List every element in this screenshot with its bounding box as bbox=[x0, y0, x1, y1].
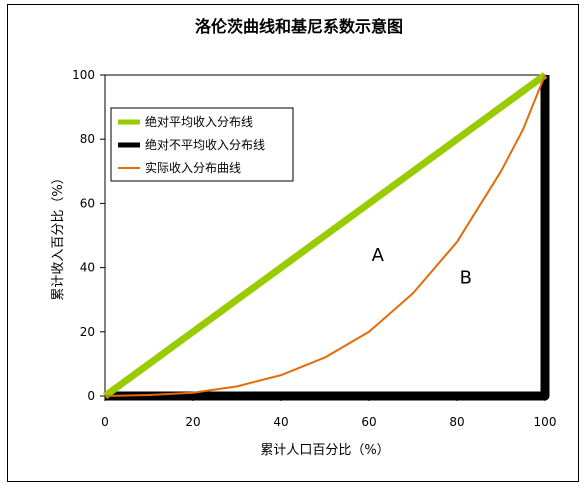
axis-ticks: 0 20 40 60 80 100 0 20 40 60 80 100 bbox=[72, 68, 556, 429]
y-tick-label: 100 bbox=[72, 68, 95, 82]
x-tick-label: 20 bbox=[185, 415, 200, 429]
lorenz-chart: 洛伦茨曲线和基尼系数示意图 0 20 40 60 80 100 0 20 40 60 80 100 累… bbox=[51, 17, 556, 458]
legend-label-actual: 实际收入分布曲线 bbox=[145, 160, 241, 175]
y-tick-label: 60 bbox=[80, 196, 95, 210]
y-tick-label: 0 bbox=[87, 389, 95, 403]
series-line-actual bbox=[104, 74, 546, 397]
legend-label-inequality: 绝对不平均收入分布线 bbox=[145, 137, 265, 152]
x-axis-label: 累计人口百分比（%） bbox=[260, 443, 389, 458]
x-tick-label: 40 bbox=[273, 415, 288, 429]
annotations: AB bbox=[372, 245, 472, 288]
legend-box bbox=[110, 107, 294, 182]
x-tick-label: 100 bbox=[534, 415, 557, 429]
annotation-b: B bbox=[460, 268, 472, 289]
annotation-a: A bbox=[372, 245, 385, 266]
y-tick-label: 40 bbox=[80, 261, 95, 275]
chart-frame: 洛伦茨曲线和基尼系数示意图 0 20 40 60 80 100 0 20 40 60 80 100 累… bbox=[7, 4, 579, 482]
y-axis-label: 累计收入百分比（%） bbox=[51, 171, 66, 300]
legend-label-equality: 绝对平均收入分布线 bbox=[145, 114, 253, 129]
series-line-equality bbox=[102, 72, 548, 399]
y-tick-label: 80 bbox=[80, 132, 95, 146]
legend: 绝对平均收入分布线 绝对不平均收入分布线 实际收入分布曲线 bbox=[110, 107, 294, 182]
x-tick-label: 80 bbox=[449, 415, 464, 429]
chart-title: 洛伦茨曲线和基尼系数示意图 bbox=[195, 17, 403, 36]
x-tick-label: 0 bbox=[101, 415, 109, 429]
series-line-inequality bbox=[105, 75, 550, 401]
x-tick-label: 60 bbox=[361, 415, 376, 429]
y-tick-label: 20 bbox=[80, 325, 95, 339]
series-layer bbox=[102, 72, 550, 401]
